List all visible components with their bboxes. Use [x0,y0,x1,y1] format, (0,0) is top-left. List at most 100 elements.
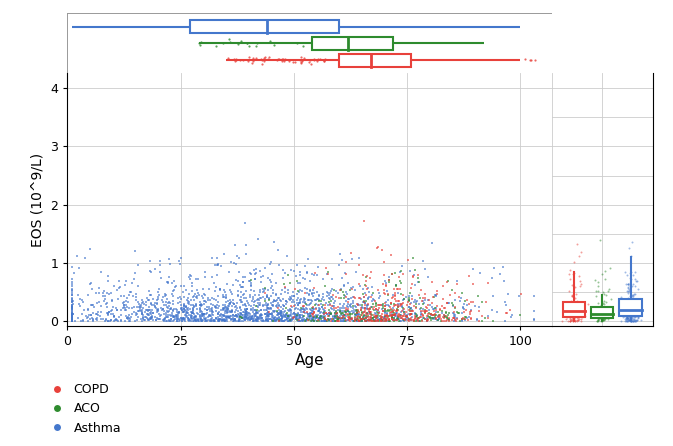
Point [141,314,151,321]
Point [565,315,576,322]
Point [190,293,201,301]
Point [355,313,365,320]
Point [426,315,437,322]
Point [334,250,345,257]
Point [340,307,351,314]
Point [406,311,417,318]
Point [579,308,590,315]
Point [271,280,281,287]
Point [295,299,306,306]
Point [71,252,82,260]
Point [415,306,426,313]
Point [306,298,317,305]
Point [164,299,175,306]
Point [299,303,310,310]
Point [229,241,240,248]
Point [394,310,404,317]
Point [94,284,104,291]
Point [285,279,296,286]
Point [341,309,351,316]
Point [418,301,429,308]
Point [228,281,239,289]
Point [189,310,200,318]
Point [281,311,292,318]
Point [423,273,433,281]
Point [189,313,200,320]
Point [200,273,211,281]
Point [198,311,209,318]
Point [371,314,382,321]
Point [67,308,77,315]
Point [205,317,215,324]
Point [249,314,260,322]
Point [204,303,215,310]
Point [421,305,432,312]
Point [323,313,334,320]
Point [323,316,334,323]
Point [465,306,476,314]
Point [312,308,323,315]
Point [291,316,302,323]
Point [351,304,361,311]
Point [194,291,205,298]
Point [339,301,349,308]
Point [443,277,454,285]
Point [324,298,334,305]
Point [185,318,196,325]
Point [241,40,252,47]
Point [229,304,240,311]
Point [391,297,402,305]
Point [216,262,227,269]
Point [280,284,291,291]
Point [398,312,409,319]
Point [351,314,362,321]
Point [332,318,343,325]
Point [622,303,633,310]
Point [604,285,615,293]
Point [127,304,137,311]
Point [128,293,139,300]
Point [258,272,269,279]
Point [230,312,241,319]
Point [624,317,635,324]
Point [397,302,408,310]
Point [361,303,372,310]
Point [483,314,493,321]
Point [183,298,194,306]
Point [392,304,403,311]
Point [563,318,573,325]
Point [596,301,607,308]
Point [403,306,414,313]
Point [298,313,309,320]
Point [216,315,227,322]
Point [373,316,384,323]
Point [151,299,162,306]
Point [188,293,199,300]
Point [387,315,398,322]
Point [114,314,125,321]
Point [319,313,330,320]
Point [211,296,221,303]
Point [265,311,276,318]
Point [277,309,287,316]
Point [267,312,278,319]
Point [154,268,165,276]
Point [201,299,211,306]
Point [423,306,434,314]
Point [221,293,232,301]
Point [374,293,385,300]
Point [458,314,468,321]
Point [142,316,153,323]
Point [250,306,261,313]
Point [332,310,343,317]
Point [344,309,355,316]
Point [604,313,614,320]
Point [274,302,285,309]
Point [307,317,318,324]
Point [325,289,336,296]
Point [83,312,94,319]
Point [417,317,427,324]
Point [229,55,240,62]
Point [320,309,331,316]
Point [627,300,637,307]
